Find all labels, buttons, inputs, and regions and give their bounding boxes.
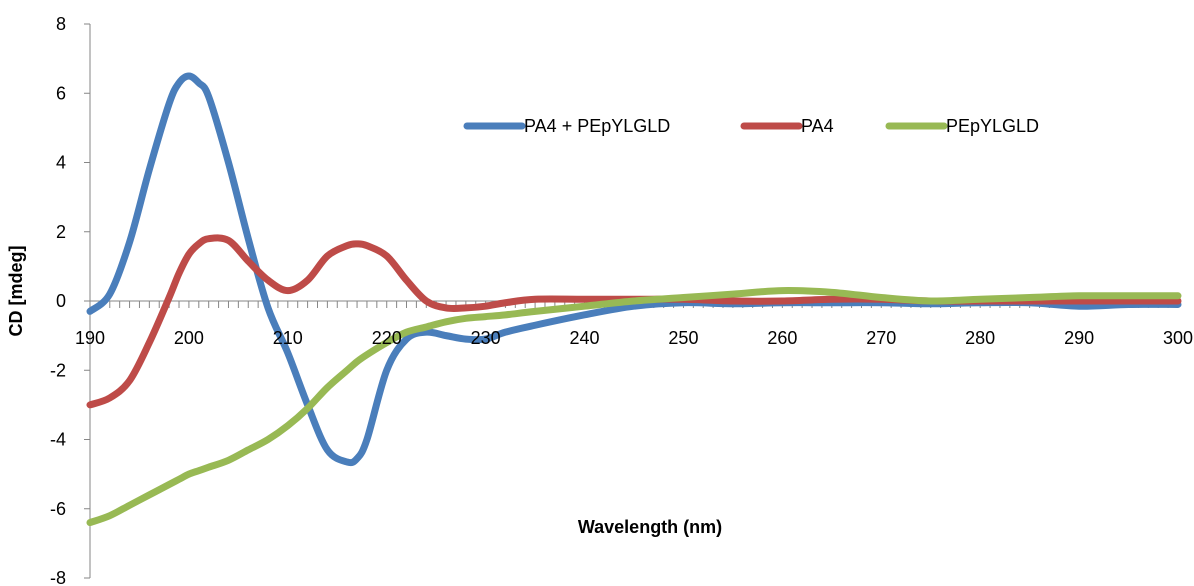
y-axis-title: CD [mdeg] (6, 246, 26, 337)
y-tick-label: -6 (50, 499, 66, 519)
x-tick-label: 200 (174, 328, 204, 348)
x-tick-label: 280 (965, 328, 995, 348)
x-tick-label: 220 (372, 328, 402, 348)
series-line-3 (86, 287, 1182, 527)
x-tick-label: 210 (273, 328, 303, 348)
x-tick-label: 270 (866, 328, 896, 348)
x-tick-label: 240 (570, 328, 600, 348)
y-tick-label: 4 (56, 153, 66, 173)
tick-labels: -8 -6 -4 -2 0 2 4 6 8 190 200 210 220 230 240 250 260 270… (50, 14, 1193, 586)
y-tick-label: 6 (56, 83, 66, 103)
legend-label-3: PEpYLGLD (946, 116, 1039, 136)
y-tick-label: 2 (56, 222, 66, 242)
x-tick-label: 290 (1064, 328, 1094, 348)
series-line-2 (86, 234, 1182, 409)
legend: PA4 + PEpYLGLD PA4 PEpYLGLD (463, 116, 1039, 136)
x-tick-label: 260 (767, 328, 797, 348)
legend-label-1: PA4 + PEpYLGLD (524, 116, 670, 136)
x-tick-label: 300 (1163, 328, 1193, 348)
x-tick-label: 230 (471, 328, 501, 348)
x-tick-label: 190 (75, 328, 105, 348)
legend-label-2: PA4 (801, 116, 834, 136)
series-lines (86, 72, 1182, 527)
y-tick-label: -8 (50, 568, 66, 586)
y-tick-label: -2 (50, 360, 66, 380)
y-tick-label: -4 (50, 430, 66, 450)
x-tick-label: 250 (668, 328, 698, 348)
series-line-1 (86, 72, 1182, 467)
y-tick-label: 8 (56, 14, 66, 34)
x-axis-title: Wavelength (nm) (578, 517, 722, 537)
y-tick-label: 0 (56, 291, 66, 311)
